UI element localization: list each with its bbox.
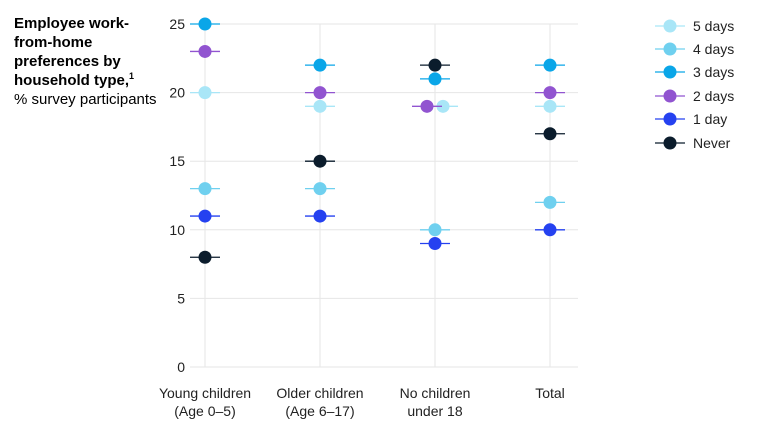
data-point-3-days	[543, 58, 557, 72]
legend-item-never: Never	[655, 131, 734, 154]
data-point-4-days	[428, 223, 442, 237]
data-point-5-days	[543, 99, 557, 113]
legend-item-5-days: 5 days	[655, 14, 734, 37]
data-point-never	[198, 250, 212, 264]
data-point-3-days	[198, 17, 212, 31]
y-tick-label: 25	[169, 16, 185, 32]
data-point-2-days	[543, 86, 557, 100]
data-point-3-days	[428, 72, 442, 86]
legend-dot-3-days	[663, 65, 677, 79]
legend-label: 3 days	[693, 64, 735, 81]
legend-dot-2-days	[663, 89, 677, 103]
data-point-2-days	[313, 86, 327, 100]
y-tick-label: 20	[169, 85, 185, 101]
chart-title-block: Employee work-from-home preferences by h…	[14, 14, 164, 109]
x-tick-label: Older children (Age 6–17)	[276, 385, 363, 419]
data-point-5-days	[436, 99, 450, 113]
legend-marker-5-days	[655, 19, 685, 33]
legend-dot-4-days	[663, 42, 677, 56]
chart-title: Employee work-from-home preferences by h…	[14, 14, 164, 90]
chart-title-text: Employee work-from-home preferences by h…	[14, 15, 130, 89]
data-point-never	[313, 154, 327, 168]
legend-item-2-days: 2 days	[655, 84, 734, 107]
data-point-1-day	[313, 209, 327, 223]
legend-label: 5 days	[693, 17, 735, 34]
legend-dot-1-day	[663, 112, 677, 126]
legend-label: 4 days	[693, 41, 735, 58]
y-tick-label: 0	[177, 359, 185, 375]
legend-dot-never	[663, 136, 677, 150]
data-point-3-days	[313, 58, 327, 72]
data-point-1-day	[543, 223, 557, 237]
legend-marker-2-days	[655, 89, 685, 103]
y-tick-label: 15	[169, 153, 185, 169]
data-point-2-days	[198, 44, 212, 58]
legend: 5 days 4 days 3 days 2 days 1 day Never	[655, 14, 734, 154]
legend-label: Never	[693, 134, 731, 151]
y-tick-label: 5	[177, 290, 185, 306]
legend-marker-4-days	[655, 42, 685, 56]
data-point-1-day	[428, 237, 442, 251]
y-tick-label: 10	[169, 222, 185, 238]
legend-marker-1-day	[655, 112, 685, 126]
legend-label: 1 day	[693, 111, 728, 128]
legend-marker-3-days	[655, 65, 685, 79]
data-point-5-days	[313, 99, 327, 113]
data-point-2-days	[420, 99, 434, 113]
legend-item-4-days: 4 days	[655, 37, 734, 60]
legend-item-3-days: 3 days	[655, 61, 734, 84]
title-footnote: 1	[129, 71, 135, 81]
data-point-4-days	[198, 182, 212, 196]
chart-subtitle: % survey participants	[14, 91, 157, 108]
legend-item-1-day: 1 day	[655, 108, 734, 131]
legend-marker-never	[655, 136, 685, 150]
data-point-never	[428, 58, 442, 72]
x-tick-label: Total	[535, 385, 565, 401]
data-point-4-days	[313, 182, 327, 196]
x-tick-label: No children under 18	[400, 385, 471, 419]
legend-label: 2 days	[693, 87, 735, 104]
legend-dot-5-days	[663, 19, 677, 33]
data-point-1-day	[198, 209, 212, 223]
x-tick-label: Young children (Age 0–5)	[159, 385, 251, 419]
data-point-4-days	[543, 195, 557, 209]
data-point-never	[543, 127, 557, 141]
data-point-5-days	[198, 86, 212, 100]
